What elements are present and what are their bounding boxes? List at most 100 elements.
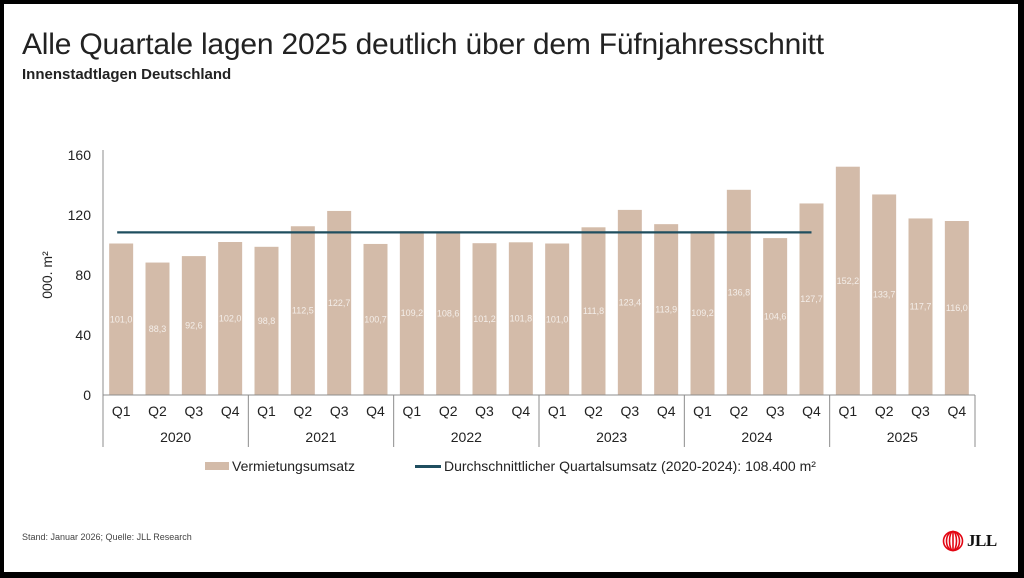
bar: [508, 242, 533, 395]
bar-data-label: 101,0: [546, 314, 569, 324]
chart-title: Alle Quartale lagen 2025 deutlich über d…: [22, 28, 824, 61]
y-tick-label: 160: [68, 147, 92, 163]
bar-data-label: 122,7: [328, 298, 351, 308]
x-axis: Q1 Q2 Q3 Q4 Q1 Q2 Q3 Q4 Q1 Q2 Q3 Q4 Q1 Q2 Q3 Q4 Q1 Q2 Q3 Q4…: [102, 394, 976, 447]
legend-swatch-line: [414, 464, 441, 468]
x-tick-label-year: 2024: [741, 429, 772, 445]
bar-data-label: 133,7: [873, 290, 896, 300]
x-tick-label-quarter: Q3: [184, 403, 203, 419]
jll-logo-icon: [942, 530, 964, 552]
x-tick-label-quarter: Q4: [947, 403, 966, 419]
y-tick-label: 0: [83, 387, 91, 403]
jll-logo: JLL: [942, 530, 997, 552]
source-note: Stand: Januar 2026; Quelle: JLL Research: [22, 532, 192, 542]
x-tick-label-quarter: Q2: [875, 403, 894, 419]
bar: [472, 243, 497, 395]
x-tick-label-quarter: Q4: [221, 403, 240, 419]
bar: [835, 166, 860, 395]
legend-item-bar: Vermietungsumsatz: [205, 458, 355, 474]
x-tick-label-quarter: Q2: [584, 403, 603, 419]
x-tick-label-quarter: Q2: [439, 403, 458, 419]
bar: [290, 226, 315, 395]
x-tick-label-quarter: Q3: [911, 403, 930, 419]
legend-label-bar: Vermietungsumsatz: [232, 458, 355, 474]
bar-data-label: 152,2: [837, 276, 860, 286]
bar: [763, 238, 788, 395]
bar: [944, 221, 969, 395]
x-tick-label-quarter: Q1: [838, 403, 857, 419]
x-tick-label-quarter: Q3: [766, 403, 785, 419]
bar-data-label: 104,6: [764, 312, 787, 322]
bar-data-label: 109,2: [401, 308, 424, 318]
bar: [799, 203, 824, 395]
x-tick-label-quarter: Q1: [693, 403, 712, 419]
bar-data-label: 98,8: [258, 316, 276, 326]
legend-label-line: Durchschnittlicher Quartalsumsatz (2020-…: [443, 458, 816, 474]
bar: [254, 246, 279, 395]
bar: [145, 262, 170, 395]
bar-data-label: 113,9: [655, 305, 677, 315]
x-tick-label-year: 2023: [596, 429, 627, 445]
bar-data-label: 100,7: [364, 314, 387, 324]
bar: [436, 232, 461, 395]
x-tick-label-quarter: Q3: [620, 403, 639, 419]
bar-data-label: 102,0: [219, 314, 242, 324]
data-labels: 101,0 88,3 92,6 102,0 98,8 112,5 122,7 100,7 109…: [110, 276, 968, 334]
x-tick-label-quarter: Q4: [511, 403, 530, 419]
bar: [654, 224, 679, 395]
x-tick-label-quarter: Q3: [330, 403, 349, 419]
bar: [545, 243, 570, 395]
y-axis: 0 40 80 120 160: [68, 147, 104, 403]
y-tick-label: 120: [68, 207, 92, 223]
bar-data-label: 123,4: [619, 297, 642, 307]
legend-swatch-bar: [205, 462, 229, 470]
bar-data-label: 108,6: [437, 309, 460, 319]
x-tick-label-year: 2021: [305, 429, 336, 445]
x-tick-label-quarter: Q2: [293, 403, 312, 419]
bar: [181, 256, 206, 395]
y-tick-label: 80: [75, 267, 91, 283]
y-axis-label: 000. m²: [39, 251, 55, 299]
x-tick-label-quarter: Q4: [366, 403, 385, 419]
legend: Vermietungsumsatz Durchschnittlicher Qua…: [205, 458, 876, 474]
bar: [109, 243, 134, 395]
bar: [908, 218, 933, 395]
y-tick-label: 40: [75, 327, 91, 343]
bar-data-label: 109,2: [691, 308, 714, 318]
x-tick-label-quarter: Q2: [148, 403, 167, 419]
bar-data-label: 112,5: [292, 306, 314, 316]
bar-data-label: 101,0: [110, 314, 133, 324]
x-tick-label-quarter: Q4: [802, 403, 821, 419]
bar: [617, 209, 642, 395]
x-tick-label-quarter: Q1: [548, 403, 567, 419]
bar: [581, 227, 606, 395]
legend-item-line: Durchschnittlicher Quartalsumsatz (2020-…: [414, 458, 816, 474]
x-tick-label-quarter: Q2: [729, 403, 748, 419]
x-tick-label-year: 2025: [887, 429, 918, 445]
bar-data-label: 116,0: [946, 303, 968, 313]
x-tick-label-quarter: Q1: [402, 403, 421, 419]
x-tick-label-year: 2022: [451, 429, 482, 445]
x-tick-label-quarter: Q1: [257, 403, 276, 419]
bar: [872, 194, 897, 395]
x-tick-label-quarter: Q4: [657, 403, 676, 419]
bar: [218, 242, 243, 395]
bar-data-label: 136,8: [728, 287, 751, 297]
bar: [726, 189, 751, 395]
bar-data-label: 101,8: [510, 314, 533, 324]
bar-data-label: 101,2: [473, 314, 496, 324]
bar: [363, 243, 388, 395]
bars: [109, 166, 969, 395]
bar-data-label: 92,6: [185, 321, 203, 331]
x-tick-label-year: 2020: [160, 429, 191, 445]
x-tick-label-quarter: Q1: [112, 403, 131, 419]
logo-text: JLL: [967, 531, 997, 550]
bar-data-label: 127,7: [800, 294, 823, 304]
bar: [327, 210, 352, 395]
bar-data-label: 111,8: [583, 306, 604, 316]
bar-data-label: 88,3: [149, 324, 167, 334]
chart-subtitle: Innenstadtlagen Deutschland: [22, 66, 232, 83]
bar-data-label: 117,7: [910, 302, 932, 312]
bar: [690, 231, 715, 395]
